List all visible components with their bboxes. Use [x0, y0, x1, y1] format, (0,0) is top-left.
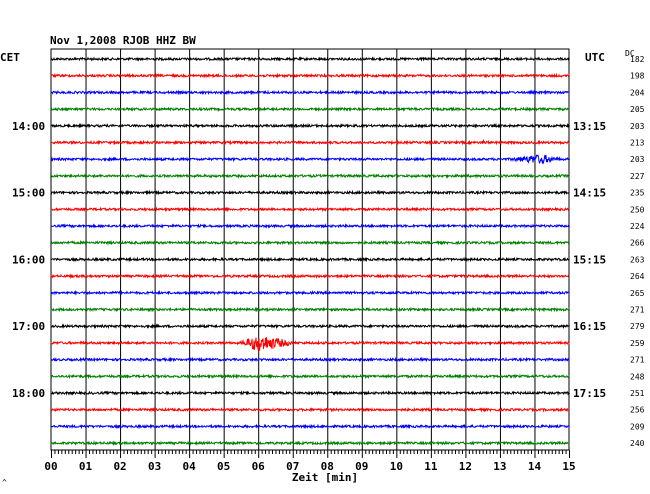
x-tick-label: 14	[528, 460, 542, 473]
trace-22	[50, 423, 570, 430]
dc-value: 266	[630, 239, 645, 248]
dc-value: 227	[630, 172, 645, 181]
dc-value: 263	[630, 255, 645, 264]
trace-3	[50, 106, 570, 113]
cet-time-label: 18:00	[12, 387, 45, 400]
trace-9	[50, 206, 570, 213]
x-tick-label: 08	[321, 460, 334, 473]
trace-1	[50, 72, 570, 79]
x-tick-label: 03	[148, 460, 161, 473]
trace-10	[50, 222, 570, 229]
dc-value: 271	[630, 306, 645, 315]
x-tick-label: 05	[217, 460, 230, 473]
cet-time-label: 14:00	[12, 120, 45, 133]
dc-value: 250	[630, 205, 645, 214]
dc-value: 224	[630, 222, 645, 231]
dc-value: 248	[630, 372, 645, 381]
x-tick-label: 04	[183, 460, 197, 473]
trace-5	[50, 138, 570, 146]
dc-value: 213	[630, 139, 645, 148]
dc-value: 203	[630, 155, 645, 164]
utc-time-label: 15:15	[573, 253, 606, 266]
utc-time-label: 14:15	[573, 187, 606, 200]
trace-0	[50, 56, 570, 62]
dc-value: 256	[630, 406, 645, 415]
trace-12	[50, 256, 570, 263]
x-tick-label: 01	[79, 460, 93, 473]
trace-15	[50, 306, 570, 313]
x-tick-label: 15	[562, 460, 575, 473]
cet-time-label: 15:00	[12, 187, 45, 200]
utc-time-label: 16:15	[573, 320, 606, 333]
utc-time-label: 17:15	[573, 387, 606, 400]
trace-21	[50, 406, 570, 413]
dc-value: 198	[630, 72, 645, 81]
dc-value: 209	[630, 422, 645, 431]
trace-23	[50, 440, 570, 447]
trace-16	[51, 323, 570, 330]
cet-axis-label: CET	[0, 51, 20, 64]
dc-value: 279	[630, 322, 645, 331]
dc-value: 251	[630, 389, 645, 398]
trace-6	[50, 154, 570, 165]
dc-value: 203	[630, 122, 645, 131]
dc-value: 240	[630, 439, 645, 448]
x-tick-label: 07	[286, 460, 299, 473]
dc-value: 182	[630, 55, 645, 64]
plot-title: Nov 1,2008 RJOB HHZ BW	[50, 34, 196, 47]
dc-value: 265	[630, 289, 645, 298]
trace-7	[51, 172, 570, 179]
corner-mark: ^	[2, 478, 7, 487]
utc-axis-label: UTC	[585, 51, 605, 64]
dc-value: 264	[630, 272, 645, 281]
trace-8	[50, 189, 570, 196]
dc-value: 235	[630, 189, 645, 198]
x-tick-label: 02	[113, 460, 126, 473]
x-tick-label: 12	[459, 460, 472, 473]
trace-2	[50, 89, 570, 96]
trace-17	[50, 337, 570, 352]
trace-11	[50, 239, 570, 246]
utc-time-label: 13:15	[573, 120, 606, 133]
dc-column-label: DC	[625, 49, 635, 58]
trace-19	[50, 373, 570, 380]
x-tick-label: 00	[44, 460, 57, 473]
trace-20	[50, 389, 570, 396]
x-tick-label: 10	[390, 460, 403, 473]
cet-time-label: 16:00	[12, 253, 45, 266]
x-axis-label: Zeit [min]	[291, 471, 359, 484]
x-tick-label: 11	[424, 460, 438, 473]
x-tick-label: 09	[355, 460, 368, 473]
trace-13	[50, 273, 570, 280]
dc-value: 204	[630, 88, 645, 97]
x-tick-label: 13	[493, 460, 506, 473]
trace-4	[50, 122, 570, 129]
x-tick-label: 06	[252, 460, 266, 473]
dc-value: 205	[630, 105, 645, 114]
dc-value: 259	[630, 339, 645, 348]
dc-value: 271	[630, 356, 645, 365]
trace-18	[50, 356, 570, 363]
cet-time-label: 17:00	[12, 320, 45, 333]
trace-14	[50, 289, 570, 296]
